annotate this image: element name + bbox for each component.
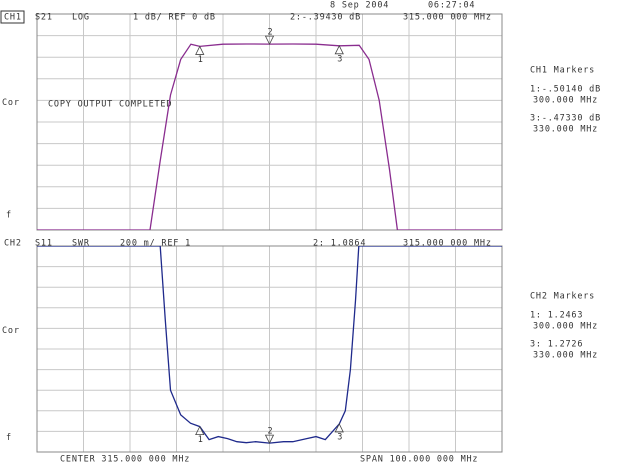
side-label: f — [6, 433, 12, 443]
marker — [195, 425, 205, 436]
marker — [334, 423, 344, 433]
marker-readout: 1:-.50140 dB — [530, 85, 601, 95]
span: SPAN 100.000 000 MHz — [360, 455, 478, 465]
marker-readout: 1: 1.2463 — [530, 311, 583, 321]
marker-label: 2 — [268, 28, 274, 38]
channel-box — [0, 10, 25, 24]
trace — [37, 246, 502, 444]
annotation: COPY OUTPUT COMPLETED — [48, 100, 172, 110]
marker-label: 3 — [337, 54, 343, 64]
marker-label: 2 — [268, 427, 274, 437]
marker — [264, 434, 275, 444]
active-marker: 2: 1.0864 — [313, 239, 366, 249]
center-frequency: CENTER 315.000 000 MHz — [60, 455, 190, 465]
side-label: f — [6, 210, 12, 220]
marker — [264, 35, 275, 46]
markers-title: CH1 Markers — [530, 66, 595, 76]
markers-title: CH2 Markers — [530, 292, 595, 302]
marker-readout: 3: 1.2726 — [530, 340, 583, 350]
active-marker: 2:-.39430 dB — [290, 13, 361, 23]
marker-readout: 3:-.47330 dB — [530, 114, 601, 124]
marker-label: 1 — [198, 55, 204, 65]
date: 8 Sep 2004 — [330, 1, 389, 11]
format: LOG — [72, 13, 90, 23]
marker-frequency: 330.000 MHz — [533, 351, 598, 361]
parameter: S21 — [35, 13, 53, 23]
side-label: Cor — [2, 98, 20, 108]
plot-frame — [36, 245, 503, 453]
plot-frame — [36, 13, 503, 231]
marker — [334, 44, 344, 55]
format: SWR — [72, 239, 90, 249]
marker-frequency: 300.000 MHz — [533, 96, 598, 106]
time: 06:27:04 — [428, 1, 475, 11]
channel-label: CH1 — [4, 13, 22, 23]
marker — [195, 45, 205, 55]
scale: 1 dB/ REF 0 dB — [133, 13, 216, 23]
parameter: S11 — [35, 239, 53, 249]
active-marker-frequency: 315.000 000 MHz — [403, 13, 492, 23]
scale: 200 m/ REF 1 — [120, 239, 191, 249]
marker-frequency: 300.000 MHz — [533, 322, 598, 332]
marker-label: 1 — [198, 435, 204, 445]
active-marker-frequency: 315.000 000 MHz — [403, 239, 492, 249]
marker-label: 3 — [337, 432, 343, 442]
side-label: Cor — [2, 326, 20, 336]
channel-label: CH2 — [4, 239, 22, 249]
marker-frequency: 330.000 MHz — [533, 125, 598, 135]
